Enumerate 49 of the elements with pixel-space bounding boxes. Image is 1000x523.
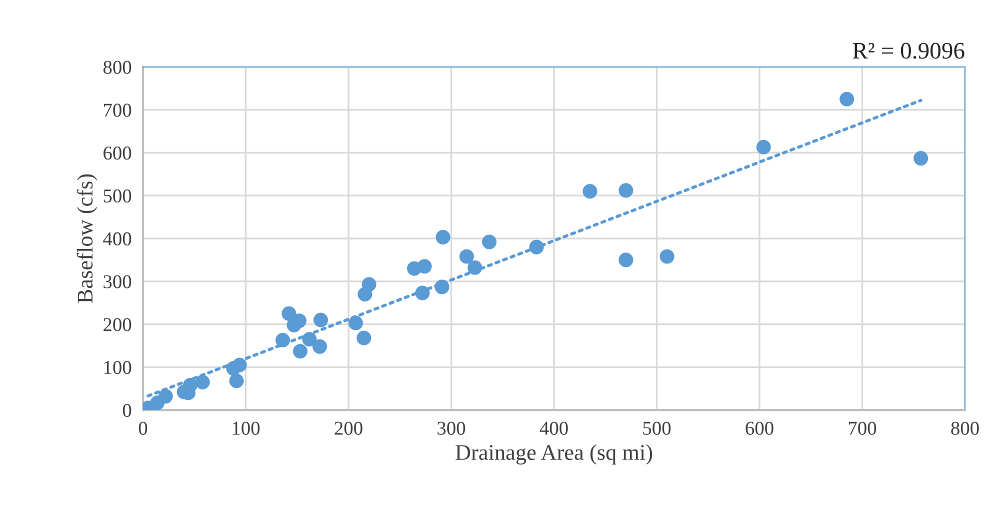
point	[362, 277, 376, 292]
point	[459, 249, 474, 264]
point	[618, 183, 634, 198]
x-tick-label: 400	[540, 422, 568, 435]
point	[348, 316, 363, 330]
point	[415, 286, 430, 300]
y-tick-label: 700	[104, 104, 132, 117]
point	[302, 332, 317, 347]
y-tick-label: 400	[103, 232, 132, 246]
point	[313, 312, 328, 328]
x-tick-label: 500	[643, 422, 671, 435]
y-tick-label: 500	[104, 189, 132, 203]
y-tick-label: 800	[103, 60, 132, 74]
point	[482, 234, 497, 250]
point	[275, 332, 290, 348]
point	[582, 184, 598, 199]
y-tick-label: 0	[122, 404, 132, 417]
point	[182, 378, 198, 392]
x-tick-label: 800	[951, 422, 979, 435]
point	[840, 92, 854, 106]
point	[434, 280, 450, 294]
point	[417, 259, 432, 274]
x-axis-title: Drainage Area (sq mi)	[456, 444, 652, 465]
point	[660, 249, 674, 264]
point	[356, 330, 372, 346]
point	[468, 260, 482, 275]
y-tick-label: 600	[104, 146, 132, 160]
point	[158, 389, 173, 404]
y-tick-label: 200	[104, 318, 132, 332]
point	[195, 374, 210, 390]
x-tick-label: 200	[334, 422, 362, 435]
point	[756, 140, 771, 154]
point	[914, 151, 928, 166]
y-tick-label: 300	[104, 275, 132, 288]
x-tick-label: 0	[138, 422, 148, 435]
x-tick-label: 300	[438, 422, 466, 435]
text: R² = 0.9096	[852, 42, 964, 59]
x-tick-label: 100	[232, 422, 260, 435]
x-tick-label: 700	[848, 422, 876, 435]
x-tick-label: 600	[746, 422, 774, 435]
point	[618, 252, 634, 268]
point	[292, 344, 308, 359]
point	[232, 358, 247, 372]
y-axis-title: Baseflow (cfs)	[76, 174, 98, 303]
point	[529, 240, 544, 254]
point	[312, 339, 328, 354]
point	[229, 374, 244, 388]
y-tick-label: 100	[104, 360, 132, 374]
point	[436, 230, 450, 244]
